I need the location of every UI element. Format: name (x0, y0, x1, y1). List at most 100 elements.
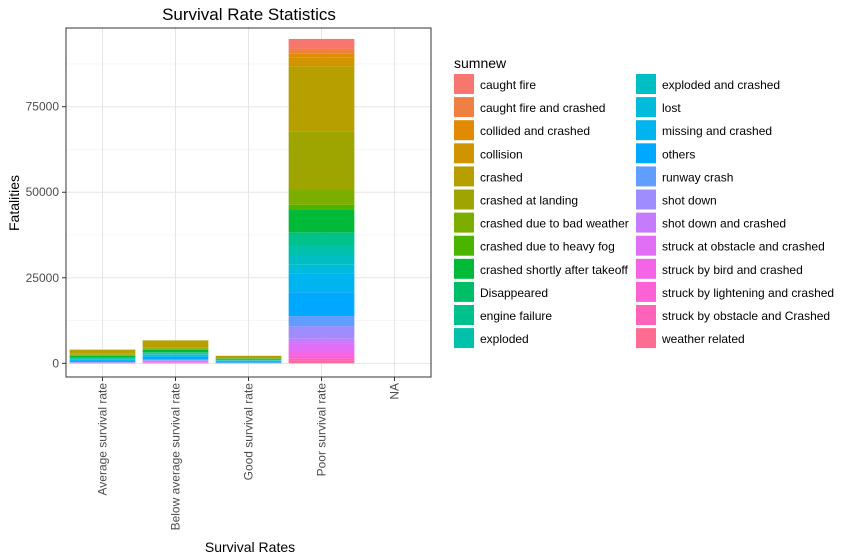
legend-key (636, 235, 656, 256)
legend-label: engine failure (480, 309, 552, 323)
legend-label: missing and crashed (662, 124, 772, 138)
bar-segment (288, 264, 355, 274)
bar-segment (142, 354, 209, 355)
legend-label: caught fire (480, 78, 536, 92)
bar-segment (288, 245, 355, 255)
bar-segment (288, 48, 355, 54)
bar-segment (215, 357, 282, 359)
legend-key (636, 120, 656, 141)
bar-segment (288, 254, 355, 265)
bar-segment (288, 204, 355, 211)
bar-segment (69, 360, 136, 362)
legend-label: crashed due to bad weather (480, 217, 629, 231)
bar-segment (142, 349, 209, 350)
legend-label: shot down and crashed (662, 217, 786, 231)
bar-segment (288, 292, 355, 317)
grid (66, 28, 431, 377)
bar-segment (69, 353, 136, 355)
legend-key (636, 305, 656, 325)
bar-segment (142, 356, 209, 360)
legend-key (454, 281, 474, 302)
bar-segment (288, 57, 355, 67)
bar-segment (142, 355, 209, 357)
chart-title: Survival Rate Statistics (162, 5, 336, 24)
bar-segment (288, 352, 355, 356)
x-tick-label: NA (388, 383, 402, 400)
bar-segment (288, 273, 355, 293)
legend-key (454, 235, 474, 256)
legend-key (454, 212, 474, 233)
bar-segment (215, 361, 282, 363)
x-tick-label: Good survival rate (242, 383, 256, 481)
bar-segment (69, 354, 136, 356)
legend-label: crashed at landing (480, 194, 578, 208)
legend-key (636, 74, 656, 94)
bar-segment (215, 360, 282, 362)
legend-key (454, 305, 474, 325)
legend-key (636, 258, 656, 279)
x-tick-label: Average survival rate (96, 383, 110, 496)
legend-key (454, 258, 474, 279)
legend-key (636, 281, 656, 302)
legend-label: exploded (480, 332, 529, 346)
bar-segment (288, 38, 355, 49)
bar-segment (142, 352, 209, 354)
y-tick-label: 75000 (26, 100, 60, 114)
legend-key (454, 120, 474, 141)
legend-key (454, 74, 474, 94)
bar-segment (142, 360, 209, 362)
legend-key (636, 189, 656, 210)
x-tick-label: Poor survival rate (315, 383, 329, 477)
bar-segment (288, 326, 355, 339)
legend-label: caught fire and crashed (480, 101, 605, 115)
legend-label: others (662, 147, 695, 161)
legend-label: shot down (662, 194, 717, 208)
bar-segment (142, 359, 209, 361)
bar-segment (288, 316, 355, 327)
legend-key (454, 328, 474, 349)
legend-label: crashed due to heavy fog (480, 240, 615, 254)
bar-segment (69, 359, 136, 361)
legend-label: weather related (661, 332, 745, 346)
legend-key (636, 212, 656, 233)
legend-label: struck at obstacle and crashed (662, 240, 825, 254)
bar-segment (142, 360, 209, 361)
legend-key (454, 143, 474, 164)
bar-segment (288, 53, 355, 58)
legend-label: struck by obstacle and Crashed (662, 309, 830, 323)
bar-segment (288, 131, 355, 190)
bar-segment (142, 349, 209, 353)
bar-segment (142, 340, 209, 348)
legend-label: runway crash (662, 170, 733, 184)
bar-segment (288, 189, 355, 205)
bar-segment (288, 338, 355, 344)
bar-segment (142, 347, 209, 349)
legend-key (636, 143, 656, 164)
y-tick-label: 50000 (26, 185, 60, 199)
bar-segment (288, 66, 355, 132)
legend-key (636, 328, 656, 349)
legend-label: Disappeared (480, 286, 548, 300)
legend: sumnew caught fire caught fire and crashe… (454, 55, 834, 349)
bar-segment (69, 357, 136, 359)
legend-key (454, 166, 474, 187)
bar-segment (288, 358, 355, 361)
legend-key (636, 97, 656, 118)
bar-segment (142, 361, 209, 363)
legend-label: crashed (480, 170, 523, 184)
y-tick-label: 0 (52, 356, 59, 370)
legend-key (636, 166, 656, 187)
bar-segment (69, 349, 136, 354)
legend-label: collision (480, 147, 523, 161)
bar-segment (288, 343, 355, 353)
bar-segment (288, 355, 355, 359)
legend-label: struck by lightening and crashed (662, 286, 834, 300)
x-axis-title: Survival Rates (205, 539, 295, 555)
legend-label: collided and crashed (480, 124, 590, 138)
y-tick-label: 25000 (26, 271, 60, 285)
legend-label: exploded and crashed (662, 78, 780, 92)
legend-label: crashed shortly after takeoff (480, 263, 629, 277)
bar-segment (288, 210, 355, 233)
bar-segment (288, 233, 355, 246)
